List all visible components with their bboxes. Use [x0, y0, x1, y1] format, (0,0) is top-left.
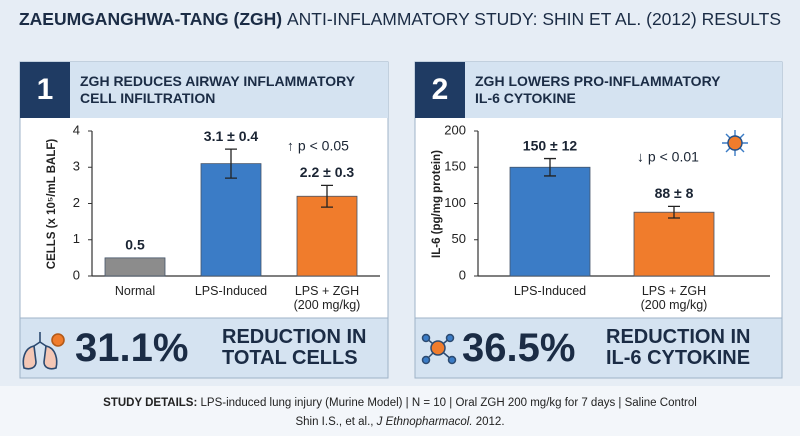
bar [633, 211, 715, 277]
y-tick-label: 1 [73, 231, 80, 246]
y-tick-label: 50 [452, 231, 466, 246]
virus-icon [722, 130, 748, 156]
x-tick-label: LPS-Induced [194, 284, 268, 298]
y-axis-label: IL-6 (pg/mg protein) [431, 150, 443, 258]
error-bar [321, 184, 333, 208]
number-box [415, 62, 465, 118]
error-bar [668, 205, 680, 219]
stat-box [414, 317, 783, 379]
x-tick-label: LPS + ZGH (200 mg/kg) [293, 284, 361, 312]
citation-year: 2012. [475, 416, 505, 428]
bar [200, 163, 262, 277]
details-label: STUDY DETAILS: [103, 397, 198, 409]
bar [296, 195, 358, 277]
x-tick-label: LPS-Induced [513, 284, 587, 298]
title-rest: ANTI-INFLAMMATORY STUDY: SHIN ET AL. (20… [286, 9, 781, 29]
error-bar [544, 157, 556, 177]
panel-header [20, 62, 388, 118]
stat-text: REDUCTION IN TOTAL CELLS [222, 326, 367, 369]
title-lead: ZAEUMGANGHWA-TANG (ZGH) [18, 9, 283, 29]
number-box [20, 62, 70, 118]
value-label: 88 ± 8 [655, 185, 694, 201]
stat-value: 31.1% [75, 326, 189, 370]
molecule-icon [421, 333, 457, 365]
stat-value: 36.5% [462, 326, 576, 370]
details-text: LPS-induced lung injury (Murine Model) |… [200, 397, 697, 409]
panel-heading: ZGH REDUCES AIRWAY INFLAMMATORY CELL INF… [80, 73, 356, 106]
value-label: 2.2 ± 0.3 [300, 164, 355, 180]
y-tick-label: 200 [444, 122, 466, 137]
y-axis-label: CELLS (x 10⁵/mL BALF) [46, 139, 58, 270]
y-tick-label: 2 [73, 195, 80, 210]
bar [104, 257, 166, 277]
stat-box [19, 317, 389, 379]
y-tick-label: 0 [459, 267, 466, 282]
bar [509, 166, 591, 277]
x-tick-label: LPS + ZGH (200 mg/kg) [640, 284, 708, 312]
error-bar [225, 148, 237, 179]
stat-text: REDUCTION IN IL-6 CYTOKINE [606, 326, 751, 369]
y-tick-label: 150 [444, 159, 466, 174]
y-tick-label: 3 [73, 159, 80, 174]
value-label: 3.1 ± 0.4 [204, 128, 259, 144]
y-tick-label: 0 [73, 267, 80, 282]
panel-number: 1 [36, 73, 54, 106]
lungs-icon [22, 332, 65, 370]
panel-header [415, 62, 782, 118]
annotation: ↓ p < 0.01 [637, 149, 699, 165]
y-tick-label: 4 [73, 122, 80, 137]
study-details: STUDY DETAILS: LPS-induced lung injury (… [0, 397, 800, 409]
y-tick-label: 100 [444, 195, 466, 210]
footer-band [0, 386, 800, 436]
panel-heading: ZGH LOWERS PRO-INFLAMMATORY IL-6 CYTOKIN… [475, 73, 721, 106]
citation-authors: Shin I.S., et al., [295, 416, 374, 428]
panel-number: 2 [431, 73, 449, 106]
x-tick-label: Normal [114, 284, 156, 298]
value-label: 0.5 [125, 237, 145, 253]
annotation: ↑ p < 0.05 [287, 138, 349, 154]
citation: Shin I.S., et al., J Ethnopharmacol. 201… [0, 416, 800, 428]
page-title: ZAEUMGANGHWA-TANG (ZGH) ANTI-INFLAMMATOR… [0, 9, 800, 30]
citation-journal: J Ethnopharmacol. [376, 416, 473, 428]
value-label: 150 ± 12 [523, 137, 578, 153]
